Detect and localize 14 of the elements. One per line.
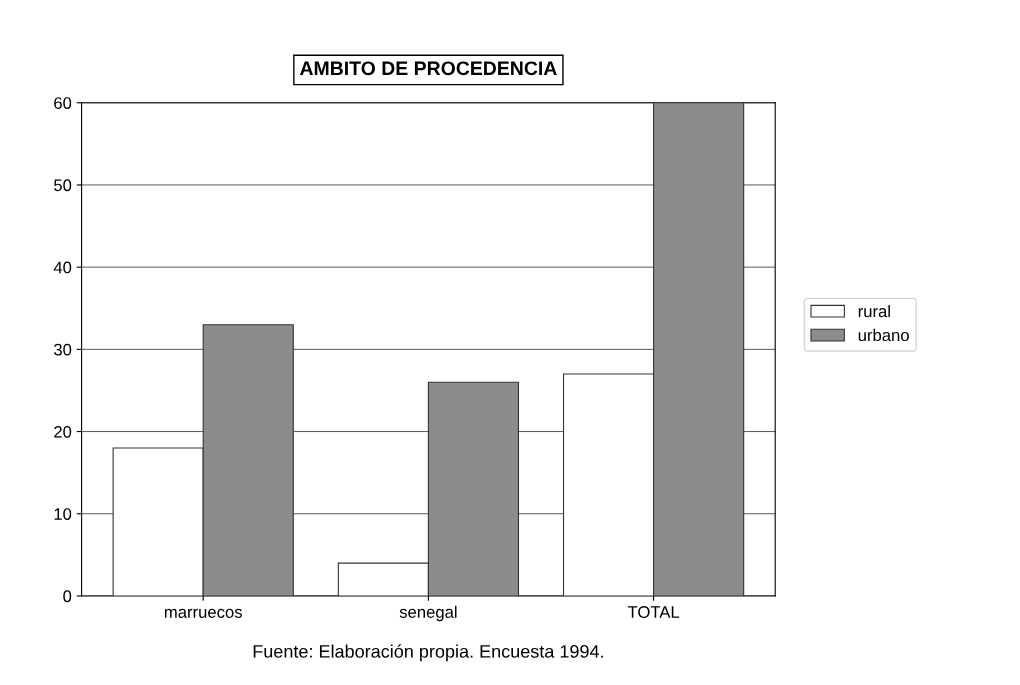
x-tick-label: senegal — [399, 605, 457, 622]
chart-title: AMBITO DE PROCEDENCIA — [299, 61, 557, 76]
y-tick-label: 50 — [54, 179, 72, 192]
y-tick-label: 40 — [53, 261, 72, 274]
source-note: Fuente: Elaboración propia. Encuesta 1994. — [253, 644, 603, 662]
legend-label: urbano — [858, 328, 909, 342]
x-tick-label: TOTAL — [627, 606, 680, 618]
legend-label: rural — [858, 304, 890, 318]
y-tick-label: 0 — [63, 590, 72, 603]
y-tick-label: 30 — [53, 343, 72, 356]
x-tick-label: marruecos — [164, 608, 242, 618]
y-tick-label: 10 — [54, 508, 72, 520]
y-tick-label: 20 — [54, 425, 72, 438]
y-tick-label: 60 — [54, 97, 72, 109]
